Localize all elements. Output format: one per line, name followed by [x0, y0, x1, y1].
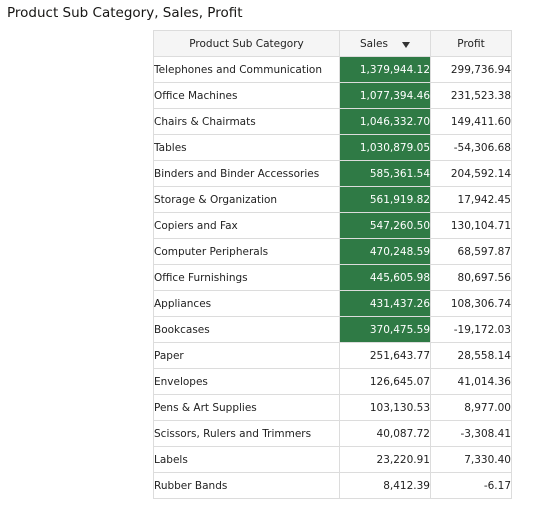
cell-profit[interactable]: 8,977.00 [430, 394, 512, 421]
cell-product-sub-category[interactable]: Scissors, Rulers and Trimmers [153, 420, 340, 447]
cell-profit[interactable]: 17,942.45 [430, 186, 512, 213]
column-header-label: Profit [457, 37, 485, 50]
table-row[interactable]: Bookcases 370,475.59 -19,172.03 [153, 316, 512, 343]
cell-sales[interactable]: 561,919.82 [339, 186, 431, 213]
cell-sales[interactable]: 1,046,332.70 [339, 108, 431, 135]
sort-descending-icon[interactable] [401, 41, 410, 48]
table-row[interactable]: Envelopes 126,645.07 41,014.36 [153, 368, 512, 395]
cell-profit[interactable]: -19,172.03 [430, 316, 512, 343]
cell-product-sub-category[interactable]: Rubber Bands [153, 472, 340, 499]
cell-product-sub-category[interactable]: Bookcases [153, 316, 340, 343]
column-header-sales[interactable]: Sales [339, 30, 431, 57]
table-row[interactable]: Chairs & Chairmats 1,046,332.70 149,411.60 [153, 108, 512, 135]
cell-product-sub-category[interactable]: Computer Peripherals [153, 238, 340, 265]
cell-product-sub-category[interactable]: Paper [153, 342, 340, 369]
cell-profit[interactable]: 7,330.40 [430, 446, 512, 473]
cell-product-sub-category[interactable]: Office Machines [153, 82, 340, 109]
table-row[interactable]: Office Furnishings 445,605.98 80,697.56 [153, 264, 512, 291]
table-row[interactable]: Pens & Art Supplies 103,130.53 8,977.00 [153, 394, 512, 421]
cell-profit[interactable]: 299,736.94 [430, 56, 512, 83]
cell-profit[interactable]: 108,306.74 [430, 290, 512, 317]
cell-product-sub-category[interactable]: Chairs & Chairmats [153, 108, 340, 135]
table-row[interactable]: Labels 23,220.91 7,330.40 [153, 446, 512, 473]
cell-sales[interactable]: 1,030,879.05 [339, 134, 431, 161]
table-row[interactable]: Computer Peripherals 470,248.59 68,597.87 [153, 238, 512, 265]
cell-product-sub-category[interactable]: Office Furnishings [153, 264, 340, 291]
cell-sales[interactable]: 1,077,394.46 [339, 82, 431, 109]
cell-sales[interactable]: 370,475.59 [339, 316, 431, 343]
table-row[interactable]: Telephones and Communication 1,379,944.12… [153, 56, 512, 83]
cell-sales[interactable]: 126,645.07 [339, 368, 431, 395]
cell-profit[interactable]: 231,523.38 [430, 82, 512, 109]
cell-profit[interactable]: -6.17 [430, 472, 512, 499]
table-row[interactable]: Paper 251,643.77 28,558.14 [153, 342, 512, 369]
cell-profit[interactable]: 204,592.14 [430, 160, 512, 187]
column-header-product-sub-category[interactable]: Product Sub Category [153, 30, 340, 57]
cell-sales[interactable]: 251,643.77 [339, 342, 431, 369]
cell-product-sub-category[interactable]: Copiers and Fax [153, 212, 340, 239]
table-row[interactable]: Scissors, Rulers and Trimmers 40,087.72 -3… [153, 420, 512, 447]
cell-profit[interactable]: 41,014.36 [430, 368, 512, 395]
cell-sales[interactable]: 470,248.59 [339, 238, 431, 265]
cell-product-sub-category[interactable]: Storage & Organization [153, 186, 340, 213]
visualization-title: Product Sub Category, Sales, Profit [7, 5, 243, 21]
cell-profit[interactable]: 68,597.87 [430, 238, 512, 265]
cell-sales[interactable]: 8,412.39 [339, 472, 431, 499]
cell-sales[interactable]: 431,437.26 [339, 290, 431, 317]
cell-sales[interactable]: 103,130.53 [339, 394, 431, 421]
table-row[interactable]: Storage & Organization 561,919.82 17,942.4… [153, 186, 512, 213]
cell-profit[interactable]: 130,104.71 [430, 212, 512, 239]
cell-profit[interactable]: -3,308.41 [430, 420, 512, 447]
table-row[interactable]: Office Machines 1,077,394.46 231,523.38 [153, 82, 512, 109]
cell-product-sub-category[interactable]: Binders and Binder Accessories [153, 160, 340, 187]
cell-sales[interactable]: 547,260.50 [339, 212, 431, 239]
cell-product-sub-category[interactable]: Appliances [153, 290, 340, 317]
table-row[interactable]: Appliances 431,437.26 108,306.74 [153, 290, 512, 317]
data-table: Product Sub Category Sales Profit Teleph… [153, 30, 512, 499]
cell-profit[interactable]: 149,411.60 [430, 108, 512, 135]
cell-product-sub-category[interactable]: Telephones and Communication [153, 56, 340, 83]
cell-sales[interactable]: 585,361.54 [339, 160, 431, 187]
cell-sales[interactable]: 23,220.91 [339, 446, 431, 473]
column-header-label: Product Sub Category [189, 37, 304, 50]
cell-product-sub-category[interactable]: Tables [153, 134, 340, 161]
cell-sales[interactable]: 40,087.72 [339, 420, 431, 447]
cell-product-sub-category[interactable]: Envelopes [153, 368, 340, 395]
table-body: Telephones and Communication 1,379,944.12… [153, 56, 512, 499]
table-row[interactable]: Copiers and Fax 547,260.50 130,104.71 [153, 212, 512, 239]
cell-profit[interactable]: 28,558.14 [430, 342, 512, 369]
cell-sales[interactable]: 1,379,944.12 [339, 56, 431, 83]
cell-profit[interactable]: -54,306.68 [430, 134, 512, 161]
table-header-row: Product Sub Category Sales Profit [153, 30, 512, 57]
table-row[interactable]: Rubber Bands 8,412.39 -6.17 [153, 472, 512, 499]
column-header-label: Sales [360, 37, 388, 50]
column-header-profit[interactable]: Profit [430, 30, 512, 57]
table-row[interactable]: Tables 1,030,879.05 -54,306.68 [153, 134, 512, 161]
cell-product-sub-category[interactable]: Labels [153, 446, 340, 473]
cell-profit[interactable]: 80,697.56 [430, 264, 512, 291]
table-row[interactable]: Binders and Binder Accessories 585,361.54… [153, 160, 512, 187]
cell-sales[interactable]: 445,605.98 [339, 264, 431, 291]
cell-product-sub-category[interactable]: Pens & Art Supplies [153, 394, 340, 421]
